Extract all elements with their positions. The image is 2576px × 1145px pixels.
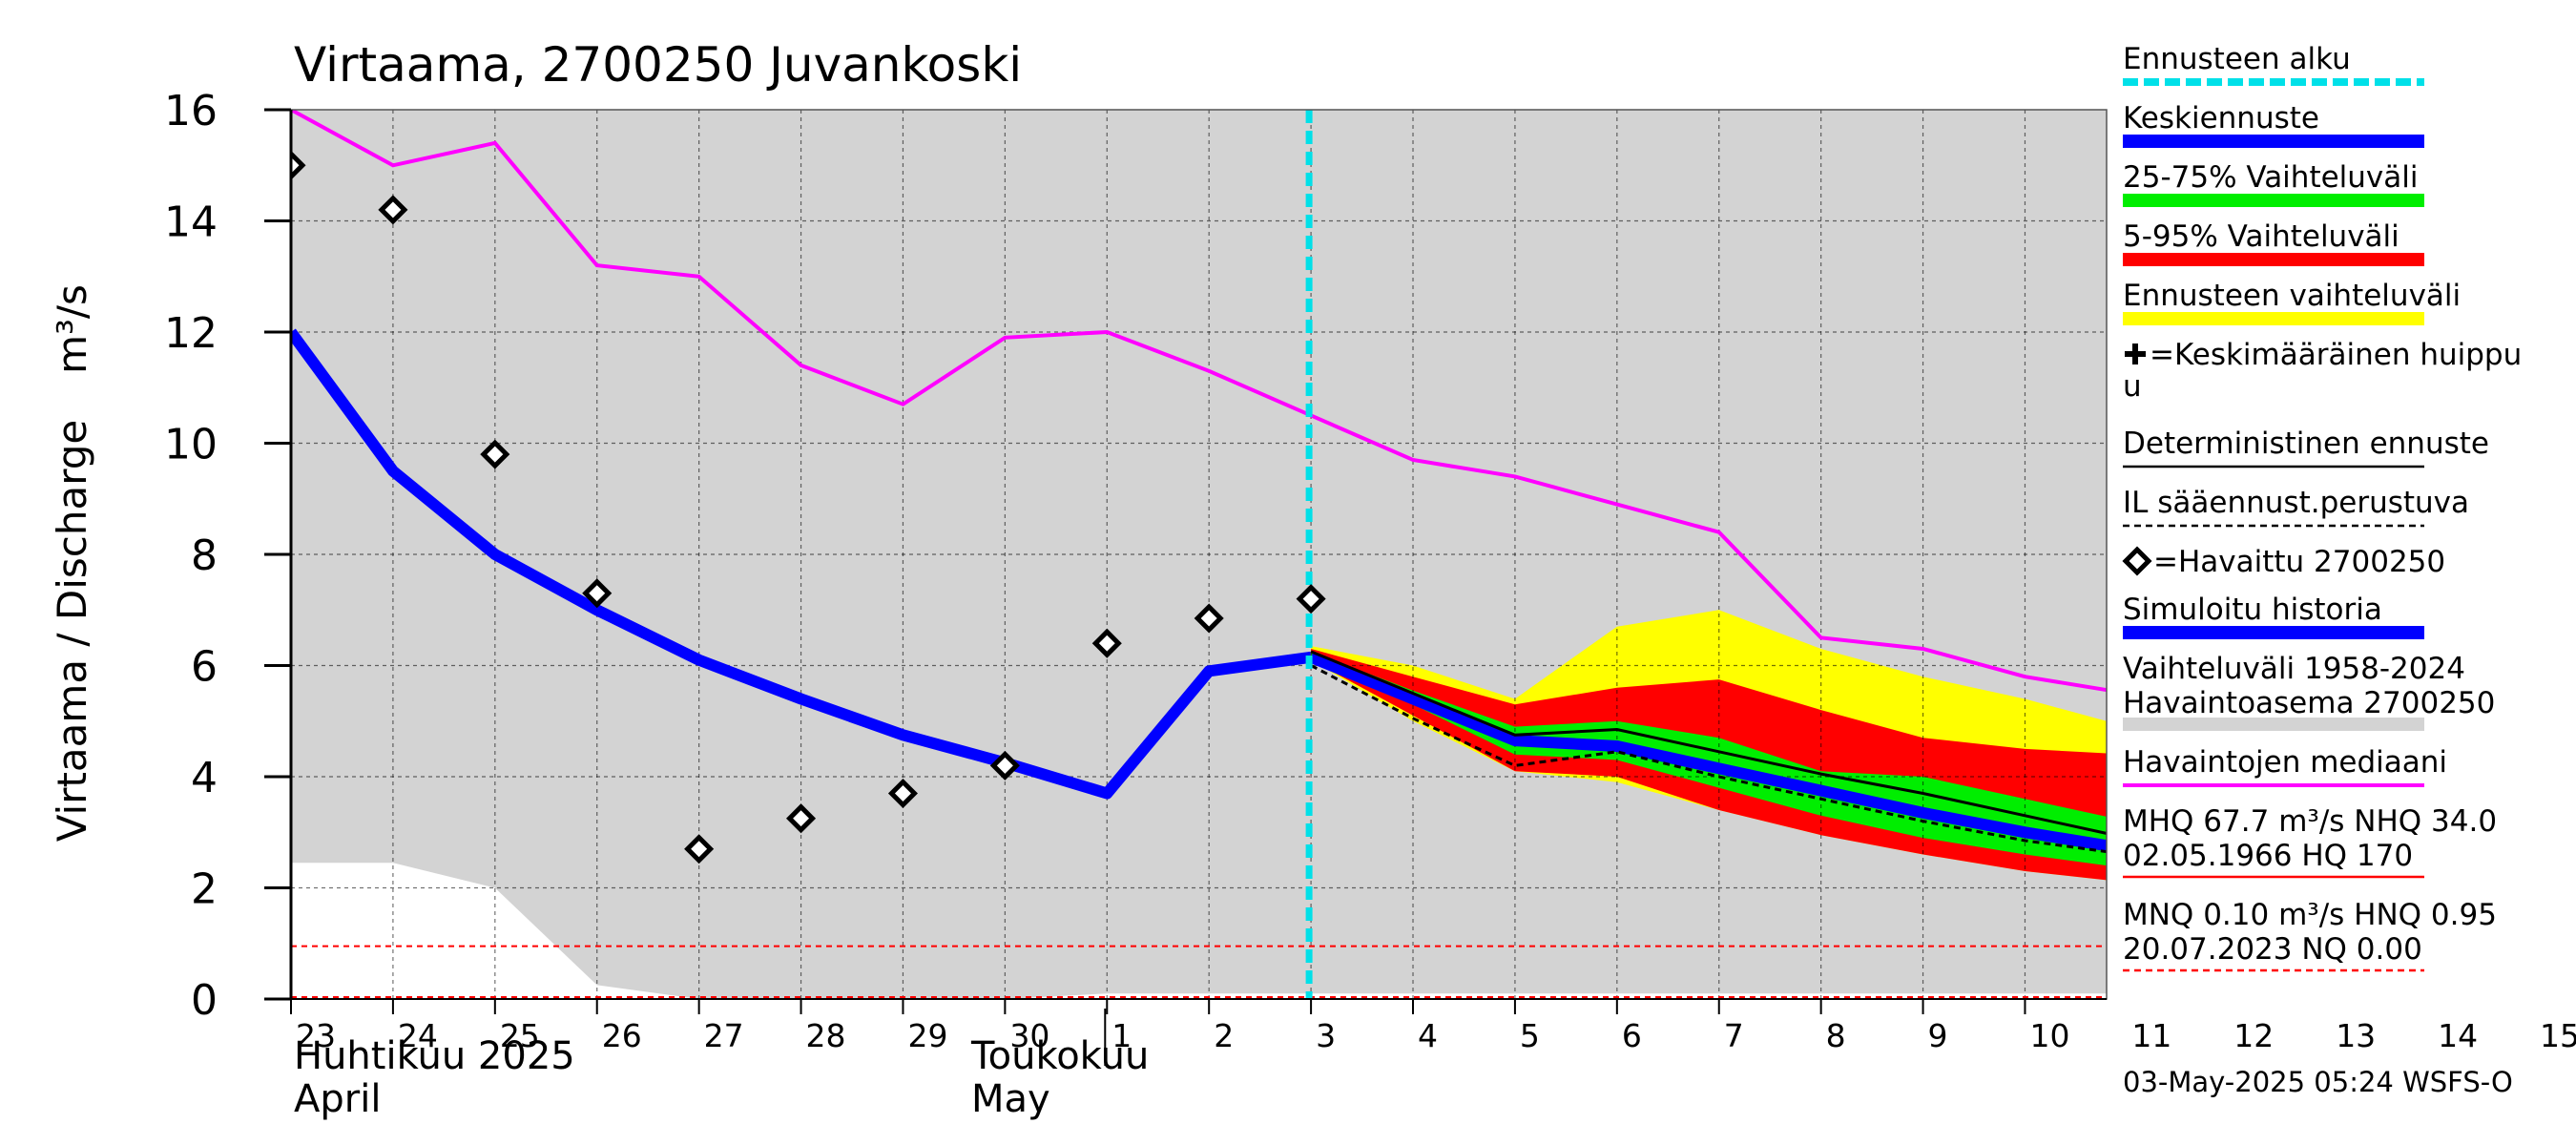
x-tick-label: 8 [1826, 1017, 1846, 1054]
legend-label: Deterministinen ennuste [2123, 427, 2489, 461]
legend: Ennusteen alku Keskiennuste 25-75% Vaihtel… [2122, 42, 2522, 972]
observed-point [582, 578, 613, 609]
observed-points-layer [291, 150, 1326, 864]
observed-point [887, 778, 918, 809]
legend-label: 5-95% Vaihteluväli [2123, 219, 2399, 254]
x-tick-label: 9 [1928, 1017, 1948, 1054]
observed-point [291, 150, 306, 180]
mean-forecast-line [1308, 652, 2107, 852]
y-tick-label: 8 [191, 531, 218, 580]
x-tick-label: 4 [1418, 1017, 1438, 1054]
x-tick-label: 2 [1214, 1017, 1234, 1054]
y-tick-label: 2 [191, 865, 218, 914]
y-tick-label: 10 [164, 421, 218, 469]
x-tick-label: 10 [2029, 1017, 2069, 1054]
legend-label: Ennusteen vaihteluväli [2123, 279, 2461, 313]
month-label-finnish: Huhtikuu 2025 [294, 1034, 575, 1078]
legend-label: Keskiennuste [2123, 101, 2319, 135]
chart-title: Virtaama, 2700250 Juvankoski [294, 37, 1022, 93]
x-tick-label: 3 [1316, 1017, 1336, 1054]
y-tick-label: 0 [191, 976, 218, 1025]
x-tick-label: 13 [2336, 1017, 2376, 1054]
x-tick-label: 28 [806, 1017, 846, 1054]
legend-label: Ennusteen alku [2123, 42, 2351, 76]
legend-label: IL sääennust.perustuva [2123, 486, 2469, 520]
reference-lines-layer [291, 945, 2107, 998]
x-tick-label: 25 [500, 1017, 540, 1054]
x-tick-label: 11 [2131, 1017, 2171, 1054]
y-axis-label: Virtaama / Discharge [49, 420, 95, 843]
legend-label: 25-75% Vaihteluväli [2123, 160, 2419, 195]
x-tick-label: 29 [907, 1017, 947, 1054]
x-tick-label: 30 [1009, 1017, 1049, 1054]
observed-point [1296, 584, 1326, 614]
median-line [291, 110, 2107, 693]
simulated-history-line [291, 328, 1312, 800]
x-tick-label: 26 [602, 1017, 642, 1054]
legend-label: u [2123, 369, 2142, 404]
legend-label: Havaintojen mediaani [2123, 745, 2447, 780]
y-tick-label: 4 [191, 754, 218, 802]
legend-label: MNQ 0.10 m³/s HNQ 0.95 [2123, 898, 2497, 932]
legend-label: Simuloitu historia [2123, 593, 2382, 627]
observed-point [684, 834, 715, 864]
x-tick-label: 6 [1622, 1017, 1642, 1054]
legend-label: Vaihteluväli 1958-2024 [2123, 652, 2465, 686]
x-tick-label: 24 [398, 1017, 438, 1054]
deterministic-line [1310, 650, 2107, 835]
y-tick-label: 6 [191, 643, 218, 692]
x-tick-label: 5 [1520, 1017, 1540, 1054]
legend-label: Havaintoasema 2700250 [2123, 686, 2495, 720]
series-lines-layer [291, 110, 2107, 999]
month-label-english: April [294, 1077, 381, 1121]
legend-label: =Keskimääräinen huippu [2150, 338, 2522, 372]
month-label-finnish: Toukokuu [970, 1034, 1149, 1078]
x-tick-label: 7 [1724, 1017, 1744, 1054]
x-tick-label: 1 [1111, 1017, 1132, 1054]
y-tick-label: 12 [164, 309, 218, 358]
x-tick-label: 27 [704, 1017, 744, 1054]
observed-point [786, 803, 817, 834]
timestamp: 03-May-2025 05:24 WSFS-O [2123, 1066, 2513, 1098]
x-tick-label: 15 [2540, 1017, 2576, 1054]
x-tick-label: 23 [296, 1017, 336, 1054]
legend-diamond [2122, 546, 2152, 576]
month-label-english: May [971, 1077, 1050, 1121]
x-tick-label: 12 [2233, 1017, 2274, 1054]
observed-point [480, 439, 510, 469]
legend-label: 20.07.2023 NQ 0.00 [2123, 932, 2422, 967]
x-tick-label: 14 [2438, 1017, 2478, 1054]
legend-label: 02.05.1966 HQ 170 [2123, 839, 2413, 873]
observed-point [1091, 628, 1122, 658]
legend-label: MHQ 67.7 m³/s NHQ 34.0 [2123, 804, 2497, 839]
y-axis-unit: m³/s [49, 284, 95, 374]
observed-point [378, 195, 408, 225]
y-tick-label: 16 [164, 87, 218, 135]
il-forecast-line [1310, 664, 2107, 854]
observed-point [989, 750, 1020, 781]
legend-label: =Havaittu 2700250 [2153, 545, 2445, 579]
observed-point [1194, 603, 1224, 634]
y-tick-label: 14 [164, 198, 218, 247]
